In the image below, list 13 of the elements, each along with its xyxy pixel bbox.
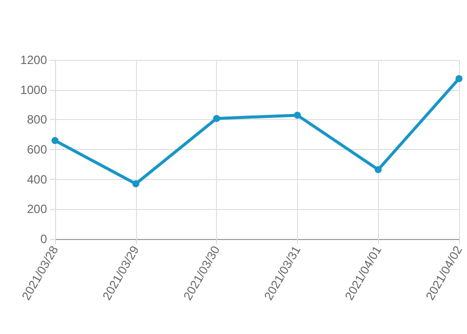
y-tick-label: 1200 — [20, 53, 48, 67]
point — [52, 137, 58, 144]
y-tick-label: 400 — [26, 172, 48, 186]
y-tick-label: 1000 — [20, 82, 48, 97]
y-tick-label: 600 — [26, 142, 48, 156]
y-tick-label: 800 — [26, 112, 48, 127]
point — [374, 166, 382, 174]
y-tick-label: 0 — [40, 232, 48, 246]
point — [456, 75, 462, 82]
y-tick-label: 200 — [26, 202, 48, 216]
point — [294, 112, 301, 119]
point — [213, 114, 220, 122]
point — [132, 180, 140, 188]
